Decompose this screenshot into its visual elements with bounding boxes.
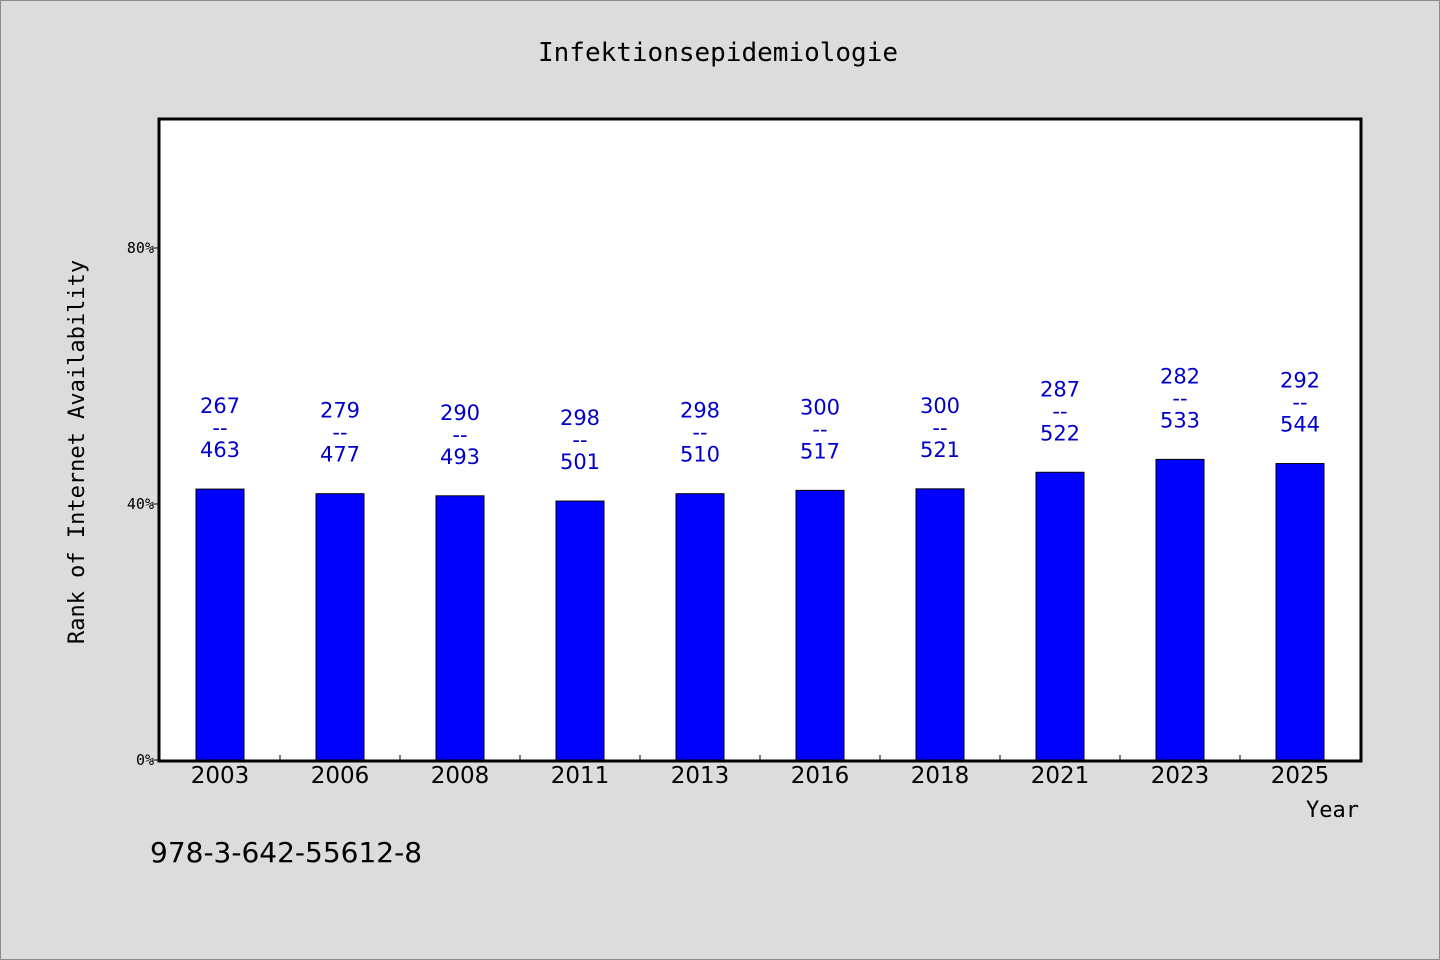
data-label-2008-top: 290 bbox=[440, 401, 480, 425]
x-tick-label-2021: 2021 bbox=[1031, 763, 1090, 789]
bar-2006 bbox=[315, 493, 365, 761]
bar-2023 bbox=[1155, 458, 1205, 761]
data-label-2013-separator: -- bbox=[692, 421, 707, 445]
y-tick-label-80pct: 80% bbox=[127, 239, 154, 257]
x-tick-label-2008: 2008 bbox=[431, 763, 490, 789]
y-tick-label-40pct: 40% bbox=[127, 495, 154, 513]
data-label-2016-top: 300 bbox=[800, 395, 840, 419]
data-label-2025-top: 292 bbox=[1280, 369, 1320, 393]
data-label-2025-bottom: 544 bbox=[1280, 413, 1320, 437]
data-label-2003-bottom: 463 bbox=[200, 438, 240, 462]
data-label-2021-separator: -- bbox=[1052, 399, 1067, 423]
x-tick-label-2016: 2016 bbox=[791, 763, 850, 789]
data-label-2006-top: 279 bbox=[320, 399, 360, 423]
bars-group bbox=[195, 458, 1325, 761]
data-label-2011-separator: -- bbox=[572, 428, 587, 452]
data-label-2021-top: 287 bbox=[1040, 377, 1080, 401]
chart-title: Infektionsepidemiologie bbox=[538, 38, 898, 68]
bar-2008 bbox=[435, 495, 485, 761]
x-tick-label-2023: 2023 bbox=[1151, 763, 1210, 789]
data-label-2013-top: 298 bbox=[680, 399, 720, 423]
data-labels-group: 267--463279--477290--493298--501298--510… bbox=[200, 364, 1320, 474]
data-label-2013-bottom: 510 bbox=[680, 443, 720, 467]
data-label-2008-separator: -- bbox=[452, 423, 467, 447]
data-label-2016-separator: -- bbox=[812, 417, 827, 441]
data-label-2023-top: 282 bbox=[1160, 364, 1200, 388]
bar-2003 bbox=[195, 488, 245, 761]
data-label-2025-separator: -- bbox=[1292, 391, 1307, 415]
data-label-2006-bottom: 477 bbox=[320, 443, 360, 467]
data-label-2023-bottom: 533 bbox=[1160, 408, 1200, 432]
isbn-footnote: 978-3-642-55612-8 bbox=[150, 836, 422, 869]
y-axis: 0% 40% 80% bbox=[127, 239, 160, 769]
bar-2011 bbox=[555, 500, 605, 761]
x-tick-label-2011: 2011 bbox=[551, 763, 610, 789]
x-tick-label-2025: 2025 bbox=[1271, 763, 1330, 789]
bar-2013 bbox=[675, 493, 725, 761]
x-axis-label: Year bbox=[1306, 798, 1359, 823]
data-label-2011-top: 298 bbox=[560, 406, 600, 430]
data-label-2006-separator: -- bbox=[332, 421, 347, 445]
data-label-2003-top: 267 bbox=[200, 394, 240, 418]
data-label-2011-bottom: 501 bbox=[560, 450, 600, 474]
data-label-2023-separator: -- bbox=[1172, 386, 1187, 410]
y-tick-label-0pct: 0% bbox=[136, 751, 154, 769]
data-label-2018-top: 300 bbox=[920, 394, 960, 418]
data-label-2021-bottom: 522 bbox=[1040, 421, 1080, 445]
data-label-2003-separator: -- bbox=[212, 416, 227, 440]
y-axis-label: Rank of Internet Availability bbox=[65, 260, 90, 644]
bar-2016 bbox=[795, 489, 845, 761]
data-label-2008-bottom: 493 bbox=[440, 445, 480, 469]
x-tick-label-2003: 2003 bbox=[191, 763, 250, 789]
plot-border bbox=[157, 117, 1363, 763]
bar-2021 bbox=[1035, 471, 1085, 761]
bar-2018 bbox=[915, 488, 965, 761]
data-label-2018-bottom: 521 bbox=[920, 438, 960, 462]
x-tick-label-2018: 2018 bbox=[911, 763, 970, 789]
x-axis: 2003 2006 2008 2011 2013 2016 2018 2021 2023 2025 bbox=[191, 755, 1330, 789]
bar-2025 bbox=[1275, 463, 1325, 761]
data-label-2018-separator: -- bbox=[932, 416, 947, 440]
data-label-2016-bottom: 517 bbox=[800, 439, 840, 463]
x-tick-label-2006: 2006 bbox=[311, 763, 370, 789]
x-tick-label-2013: 2013 bbox=[671, 763, 730, 789]
